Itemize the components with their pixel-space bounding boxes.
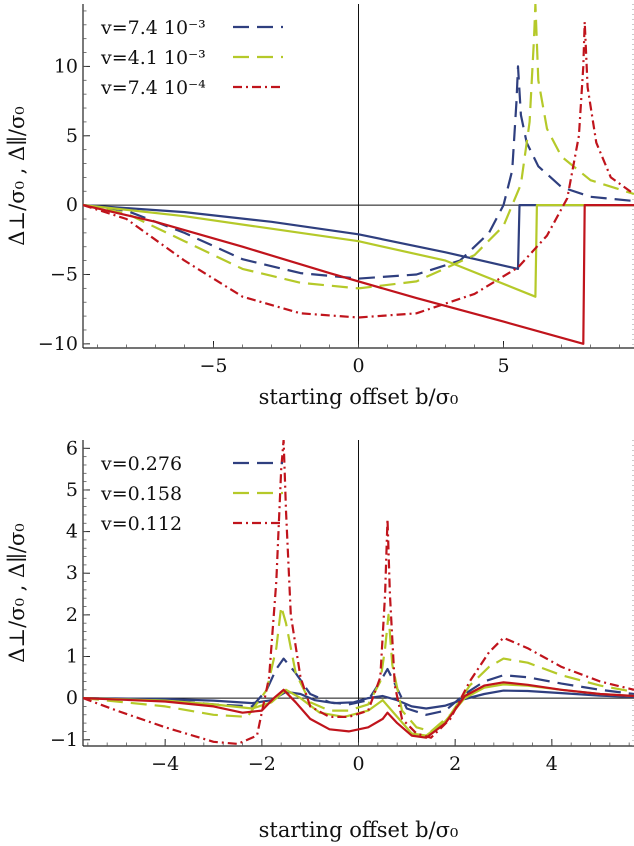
series-line-blue-solid bbox=[83, 204, 634, 270]
legend-label: v=0.276 bbox=[100, 453, 182, 475]
bottom-panel: −4 −2 0 2 4 −1 0 1 2 3 4 5 6 v=0.276 v=0.158 v=0.112 sta… bbox=[5, 437, 634, 842]
y-tick-label: 0 bbox=[66, 687, 78, 709]
series-line-green-dashed bbox=[83, 605, 634, 733]
series-line-red-dashdot bbox=[83, 20, 634, 319]
y-axis-label: Δ⊥/σ₀ , Δ∥/σ₀ bbox=[5, 106, 29, 245]
y-axis-label: Δ⊥/σ₀ , Δ∥/σ₀ bbox=[5, 523, 29, 662]
y-tick-label: 0 bbox=[66, 194, 78, 216]
x-tick-label: −2 bbox=[248, 753, 276, 775]
series-line-green-solid bbox=[83, 204, 634, 298]
x-tick-label: 2 bbox=[449, 753, 461, 775]
x-tick-label: −4 bbox=[151, 753, 179, 775]
series-line-green-solid bbox=[83, 683, 634, 737]
y-tick-label: −5 bbox=[50, 263, 78, 285]
series-line-red-solid bbox=[83, 204, 634, 345]
x-tick-label: −5 bbox=[199, 355, 227, 377]
y-tick-label: −10 bbox=[38, 333, 78, 355]
x-axis-label: starting offset b/σ₀ bbox=[259, 818, 459, 842]
series-group bbox=[83, 4, 634, 345]
legend-label: v=7.4 10⁻⁴ bbox=[100, 77, 206, 99]
x-tick-label: 0 bbox=[352, 753, 364, 775]
x-tick-label: 0 bbox=[352, 355, 364, 377]
y-tick-label: 5 bbox=[66, 479, 78, 501]
top-panel: −5 0 5 −10 −5 0 5 10 v=7.4 10⁻³ v=4.1 10⁻³ v=7.4 1… bbox=[5, 4, 634, 409]
legend-label: v=4.1 10⁻³ bbox=[100, 47, 206, 69]
x-tick-label: 4 bbox=[546, 753, 558, 775]
series-line-red-solid bbox=[83, 681, 634, 739]
series-line-blue-dashed bbox=[83, 65, 634, 280]
series-line-red-dashdot bbox=[83, 440, 634, 745]
y-tick-label: 2 bbox=[66, 604, 78, 626]
legend-label: v=0.112 bbox=[100, 513, 182, 535]
x-tick-label: 5 bbox=[497, 355, 509, 377]
legend-label: v=7.4 10⁻³ bbox=[100, 17, 206, 39]
x-axis-label: starting offset b/σ₀ bbox=[259, 385, 459, 409]
y-tick-label: 10 bbox=[54, 55, 78, 77]
series-line-blue-solid bbox=[83, 689, 634, 710]
y-tick-label: −1 bbox=[50, 729, 78, 751]
y-tick-label: 6 bbox=[66, 437, 78, 459]
y-tick-label: 4 bbox=[66, 521, 78, 543]
y-tick-label: 3 bbox=[66, 562, 78, 584]
y-tick-label: 5 bbox=[66, 125, 78, 147]
y-tick-label: 1 bbox=[66, 645, 78, 667]
legend-label: v=0.158 bbox=[100, 483, 182, 505]
series-group bbox=[83, 440, 634, 745]
